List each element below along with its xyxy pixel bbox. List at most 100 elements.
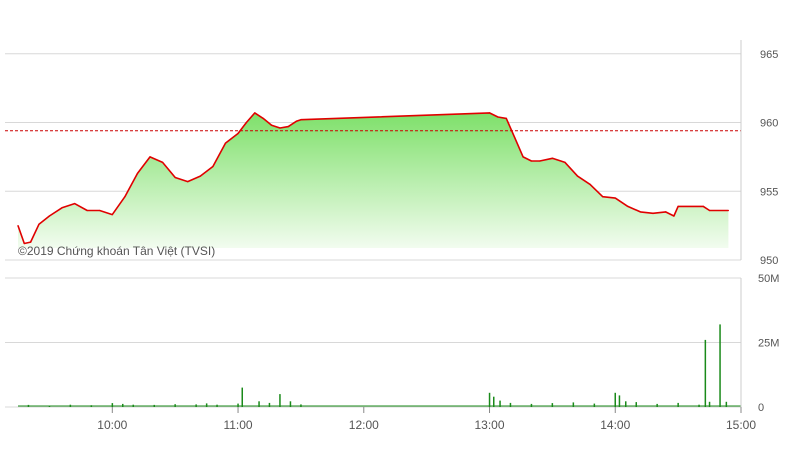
price-point (602, 196, 604, 198)
price-point (187, 181, 189, 183)
volume-bar (174, 404, 176, 407)
volume-bar (593, 403, 596, 407)
volume-bar (216, 404, 218, 407)
price-point (673, 215, 675, 217)
volume-bar (122, 403, 124, 407)
price-area-fill (18, 112, 729, 249)
volume-bar (635, 402, 637, 407)
price-point (48, 215, 51, 217)
price-point (17, 225, 19, 227)
volume-bar (499, 400, 501, 407)
price-point (514, 137, 516, 139)
volume-bar (289, 401, 292, 407)
price-point (539, 160, 541, 162)
volume-bar (614, 392, 616, 407)
volume-bar (572, 402, 575, 407)
volume-bar (195, 404, 197, 407)
price-point (652, 212, 654, 214)
price-point (614, 197, 616, 199)
price-point (38, 223, 40, 225)
volume-bar (48, 405, 51, 407)
price-point (677, 205, 679, 207)
volume-bar (153, 404, 155, 407)
price-y-tick-label: 965 (760, 49, 778, 61)
price-point (702, 205, 704, 207)
price-point (23, 242, 25, 245)
price-point (522, 156, 524, 158)
volume-bar (69, 404, 72, 407)
price-point (279, 127, 281, 129)
price-point (245, 121, 247, 124)
price-point (199, 175, 201, 177)
volume-bar (625, 401, 627, 407)
volume-bar (698, 404, 700, 407)
volume-bar (719, 324, 721, 407)
volume-bar (268, 402, 271, 407)
price-point (627, 205, 629, 207)
volume-bar (90, 405, 93, 407)
price-point (488, 112, 491, 114)
price-point (254, 112, 256, 114)
volume-bar (258, 401, 260, 407)
volume-bar (656, 403, 658, 407)
volume-bar (493, 396, 495, 407)
price-point (136, 172, 139, 174)
price-y-tick-label: 960 (760, 118, 778, 130)
price-point (551, 157, 554, 159)
x-tick-label: 14:00 (600, 418, 630, 432)
volume-bar (488, 392, 491, 407)
x-tick-label: 10:00 (97, 418, 127, 432)
volume-bar (279, 394, 281, 407)
price-point (237, 132, 239, 135)
price-point (665, 211, 667, 213)
x-tick-label: 11:00 (223, 418, 252, 432)
volume-bar (27, 404, 30, 407)
volume-bar (237, 403, 239, 407)
price-y-tick-label: 955 (760, 186, 778, 198)
price-y-tick-label: 950 (760, 255, 778, 267)
price-point (639, 211, 642, 213)
volume-bars (18, 324, 741, 407)
volume-bar (551, 403, 554, 407)
price-area (18, 112, 729, 249)
volume-bar (708, 401, 711, 407)
price-point (61, 207, 63, 209)
price-point (709, 209, 711, 212)
volume-bar (300, 404, 302, 407)
axes: 950 955 960 965 0 25M 50M 10:00 11:00 12:00 13:00 1… (97, 40, 779, 432)
volume-bar (205, 403, 208, 407)
price-point (74, 203, 76, 205)
price-point (124, 196, 126, 198)
watermark: ©2019 Chứng khoán Tân Việt (TVSI) (18, 244, 215, 258)
price-point (30, 241, 32, 243)
price-point (564, 161, 566, 163)
price-point (287, 126, 289, 128)
x-tick-label: 13:00 (475, 418, 505, 432)
price-point (576, 175, 579, 177)
volume-bar (618, 395, 621, 407)
price-point (530, 160, 533, 162)
price-point (589, 183, 591, 185)
price-point (505, 117, 507, 119)
price-point (497, 116, 499, 118)
volume-y-tick-label: 0 (758, 402, 764, 414)
price-point (212, 165, 214, 168)
volume-bar (725, 401, 728, 407)
price-line (17, 112, 729, 245)
price-point (149, 156, 151, 158)
price-point (271, 124, 273, 126)
x-tick-label: 15:00 (726, 418, 756, 432)
price-point (727, 209, 730, 212)
volume-y-tick-label: 50M (758, 273, 779, 285)
price-point (99, 209, 101, 212)
price-point (262, 117, 264, 119)
volume-bar (530, 403, 533, 407)
price-point (162, 161, 164, 163)
volume-bar (111, 403, 114, 407)
volume-bar (132, 404, 134, 407)
x-tick-label: 12:00 (349, 418, 379, 432)
price-point (296, 120, 298, 122)
price-point (86, 209, 88, 212)
